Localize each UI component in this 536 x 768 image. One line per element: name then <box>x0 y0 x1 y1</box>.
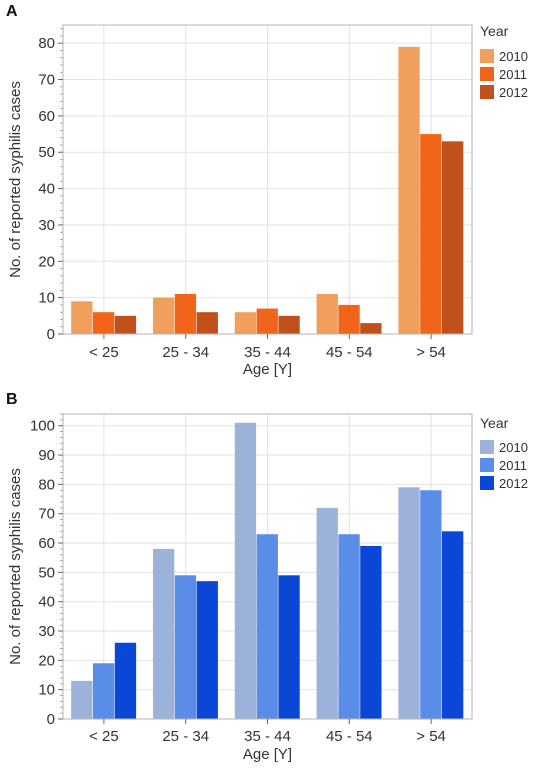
panel-b-legend-label-2011: 2011 <box>499 458 527 473</box>
panel-b-bar-2012-2 <box>278 575 300 719</box>
panel-b-bar-2011-0 <box>92 663 115 719</box>
panel-a-bar-2012-0 <box>114 315 137 334</box>
panel-b-y-tick-label: 70 <box>38 506 55 523</box>
panel-b-bar-2011-2 <box>256 534 278 719</box>
panel-b-bar-2012-1 <box>196 581 218 719</box>
panel-b-bar-2012-0 <box>114 642 137 719</box>
panel-b-legend-swatch-2010 <box>480 440 494 454</box>
panel-b-bar-2012-4 <box>442 531 464 719</box>
panel-b-y-axis-label: No. of reported syphilis cases <box>7 468 24 665</box>
panel-a-legend-swatch-2011 <box>480 67 494 81</box>
panel-b-y-tick-label: 0 <box>47 711 55 728</box>
panel-a-y-tick-label: 10 <box>38 290 55 307</box>
panel-a-bar-2011-4 <box>420 134 442 334</box>
panel-a-bar-2011-3 <box>338 304 360 334</box>
panel-a-y-tick-label: 80 <box>38 35 55 52</box>
panel-b-x-tick-label: < 25 <box>89 728 119 745</box>
panel-b-bar-2010-2 <box>234 422 257 719</box>
panel-b-bar-2010-3 <box>316 507 338 719</box>
panel-b-x-axis-label: Age [Y] <box>243 746 292 763</box>
panel-a-bar-2010-2 <box>234 312 257 334</box>
panel-b-x-tick-label: 25 - 34 <box>162 728 209 745</box>
panel-a-bar-2011-2 <box>256 308 278 334</box>
panel-b-y-tick-label: 100 <box>30 418 55 435</box>
panel-b-legend-label-2010: 2010 <box>499 440 528 455</box>
panel-a-bar-2011-1 <box>174 294 197 334</box>
panel-a-legend-swatch-2012 <box>480 85 494 99</box>
panel-a-x-tick-label: 25 - 34 <box>162 344 209 361</box>
panel-b-x-tick-label: 35 - 44 <box>244 728 291 745</box>
panel-a-x-axis-label: Age [Y] <box>243 361 292 378</box>
panel-b-y-tick-label: 80 <box>38 476 55 493</box>
panel-b-legend-swatch-2011 <box>480 458 494 472</box>
panel-b-y-tick-label: 50 <box>38 564 55 581</box>
panel-b-y-tick-label: 30 <box>38 623 55 640</box>
panel-a-legend-label-2012: 2012 <box>499 85 528 100</box>
panel-a-bar-2012-1 <box>196 312 218 334</box>
panel-a-y-tick-label: 40 <box>38 181 55 198</box>
panel-a-y-tick-label: 30 <box>38 217 55 234</box>
panel-b-bar-2011-3 <box>338 534 360 719</box>
panel-a-legend-title: Year <box>480 23 509 39</box>
panel-b: B 0 10 20 30 40 50 60 70 80 90 100 < 25 25 - 34 35 - 4… <box>6 391 528 763</box>
panel-a-bar-2010-1 <box>152 297 175 334</box>
panel-a: A 0 10 20 30 40 50 60 70 80 < 25 25 - 34 35 - 44 45 -… <box>6 3 528 378</box>
panel-a-y-tick-label: 20 <box>38 253 55 270</box>
panel-a-bar-2010-4 <box>398 46 420 334</box>
panel-b-y-tick-label: 90 <box>38 447 55 464</box>
panel-a-x-tick-label: 35 - 44 <box>244 344 291 361</box>
panel-a-y-axis-label: No. of reported syphilis cases <box>7 81 24 278</box>
panel-b-legend-swatch-2012 <box>480 476 494 490</box>
panel-b-y-tick-label: 60 <box>38 535 55 552</box>
panel-a-bar-2010-0 <box>71 301 93 334</box>
panel-a-x-tick-label: < 25 <box>89 344 119 361</box>
panel-b-y-tick-label: 20 <box>38 652 55 669</box>
panel-a-letter: A <box>6 3 18 20</box>
panel-b-x-tick-label: 45 - 54 <box>326 728 373 745</box>
panel-a-y-tick-label: 70 <box>38 72 55 89</box>
panel-a-legend-label-2011: 2011 <box>499 67 527 82</box>
panel-b-bar-2012-3 <box>360 545 382 719</box>
panel-b-x-tick-label: > 54 <box>416 728 446 745</box>
panel-a-bar-2012-3 <box>360 323 382 334</box>
panel-b-bar-2011-4 <box>420 490 442 719</box>
panel-a-x-tick-label: 45 - 54 <box>326 344 373 361</box>
panel-a-y-tick-label: 60 <box>38 108 55 125</box>
panel-a-bar-2012-2 <box>278 315 300 334</box>
panel-a-y-tick-label: 50 <box>38 144 55 161</box>
panel-a-bar-2011-0 <box>92 312 115 334</box>
panel-b-bar-2011-1 <box>174 575 197 719</box>
panel-b-bar-2010-0 <box>71 680 93 719</box>
panel-a-bar-2010-3 <box>316 294 338 334</box>
panel-b-y-tick-label: 10 <box>38 682 55 699</box>
panel-a-legend-swatch-2010 <box>480 49 494 63</box>
panel-a-x-tick-label: > 54 <box>416 344 446 361</box>
panel-b-bar-2010-4 <box>398 487 420 719</box>
panel-b-bar-2010-1 <box>152 548 175 719</box>
panel-a-bar-2012-4 <box>442 141 464 334</box>
panel-a-y-tick-label: 0 <box>47 326 55 343</box>
panel-b-legend-title: Year <box>480 415 509 431</box>
panel-b-letter: B <box>6 391 18 408</box>
panel-b-y-tick-label: 40 <box>38 594 55 611</box>
panel-a-legend-label-2010: 2010 <box>499 49 528 64</box>
panel-b-legend-label-2012: 2012 <box>499 476 528 491</box>
